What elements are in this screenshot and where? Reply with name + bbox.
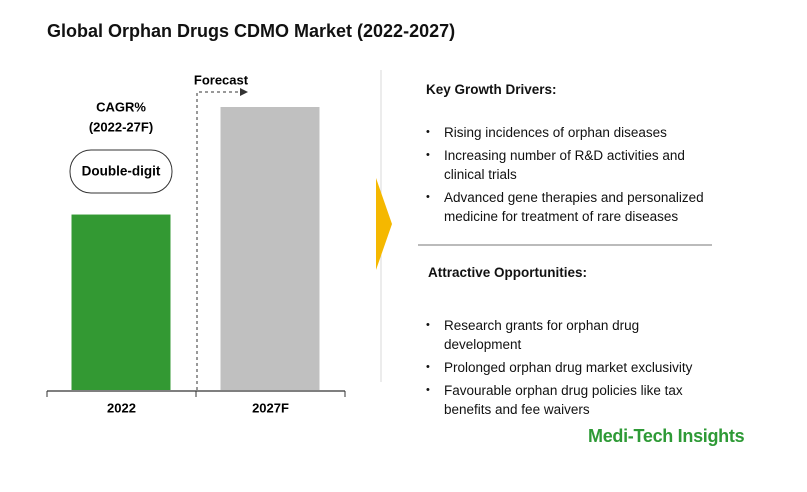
forecast-arrow [240, 88, 248, 96]
bar [220, 107, 320, 390]
panel: Key Growth Drivers: Rising incidences of… [418, 82, 718, 230]
cagr-pill [69, 149, 173, 194]
panel-heading: Key Growth Drivers: [426, 82, 557, 97]
chevron [376, 178, 392, 270]
bullet: Favourable orphan drug policies like tax… [418, 381, 714, 419]
chart-title: Global Orphan Drugs CDMO Market (2022-20… [47, 21, 455, 41]
x-tick-label: 2022 [107, 400, 136, 415]
bullet: Increasing number of R&D activities and … [418, 146, 714, 184]
cagr-label: CAGR% [96, 99, 146, 114]
bar [71, 214, 171, 390]
list: Research grants for orphan drug developm… [418, 316, 718, 419]
x-tick-label: 2027F [252, 400, 289, 415]
bullet: Research grants for orphan drug developm… [418, 316, 714, 354]
forecast-label: Forecast [194, 72, 249, 87]
bullet: Advanced gene therapies and personalized… [418, 188, 714, 226]
brand: Medi-Tech Insights [588, 426, 745, 446]
bullet: Prolonged orphan drug market exclusivity [418, 358, 714, 377]
panel-heading: Attractive Opportunities: [428, 265, 588, 280]
list: Rising incidences of orphan diseases Inc… [418, 123, 718, 226]
cagr-label: (2022-27F) [89, 119, 153, 134]
cagr-value: Double-digit [82, 164, 161, 179]
panel: Attractive Opportunities: Research grant… [418, 265, 718, 423]
bullet: Rising incidences of orphan diseases [418, 123, 714, 142]
forecast-line [196, 91, 240, 390]
